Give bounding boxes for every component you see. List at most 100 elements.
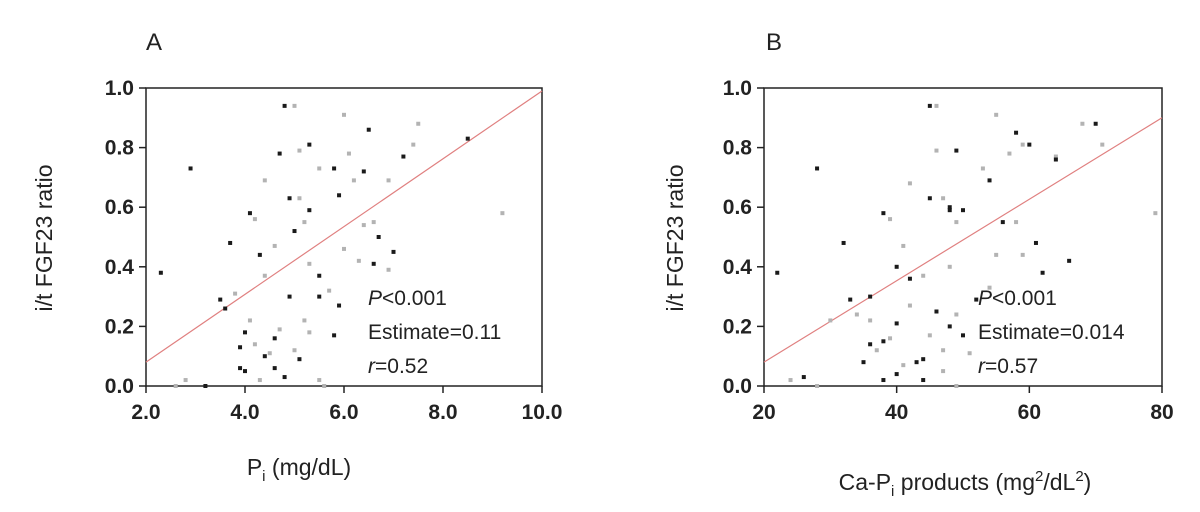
panel-a: A i/t FGF23 ratio Pi (mg/dL) P<0.001 Est… (31, 29, 562, 485)
y-tick-label: 0.4 (105, 256, 135, 279)
data-point (1020, 142, 1025, 147)
data-point (967, 351, 972, 356)
data-point (317, 166, 322, 171)
data-point (228, 240, 233, 245)
data-point (1100, 142, 1105, 147)
data-point (277, 327, 282, 332)
data-point (947, 205, 952, 210)
data-point (1020, 252, 1025, 257)
data-point (307, 330, 312, 335)
data-point (954, 312, 959, 317)
data-point (188, 166, 193, 171)
data-point (907, 181, 912, 186)
panel-a-ylabel: i/t FGF23 ratio (31, 165, 57, 312)
data-point (941, 196, 946, 201)
data-point (272, 366, 277, 371)
data-point (351, 178, 356, 183)
data-point (888, 217, 893, 222)
data-point (1027, 142, 1032, 147)
y-tick-label: 0.8 (723, 137, 753, 160)
data-point (1014, 220, 1019, 225)
data-point (302, 318, 307, 323)
data-point (297, 357, 302, 362)
data-point (371, 220, 376, 225)
data-point (881, 211, 886, 216)
data-point (881, 339, 886, 344)
data-point (243, 369, 247, 374)
data-point (1053, 157, 1058, 162)
data-point (947, 264, 952, 269)
data-point (247, 318, 252, 323)
data-point (775, 270, 780, 275)
data-point (894, 321, 899, 326)
data-point (868, 318, 873, 323)
data-point (361, 169, 366, 174)
data-point (322, 384, 327, 388)
data-point (346, 151, 351, 156)
data-point (262, 354, 267, 359)
data-point (921, 357, 926, 362)
panel-a-stats: P<0.001 Estimate=0.11 r=0.52 (368, 287, 501, 378)
data-point (292, 348, 297, 353)
data-point (238, 345, 243, 350)
data-point (371, 261, 376, 266)
data-point (465, 136, 470, 141)
data-point (247, 211, 252, 216)
plot-frame (763, 87, 1163, 387)
data-point (980, 166, 985, 171)
data-point (854, 312, 859, 317)
x-tick-label: 20 (752, 401, 775, 424)
data-point (921, 378, 926, 383)
data-point (881, 378, 886, 383)
data-point (257, 252, 262, 257)
y-tick-label: 0.0 (723, 375, 752, 398)
data-point (801, 375, 806, 380)
data-point (927, 196, 932, 201)
panel-b-r: r=0.57 (978, 355, 1038, 378)
data-point (401, 154, 406, 159)
data-point (994, 112, 999, 117)
data-point (1000, 220, 1005, 225)
data-point (874, 348, 879, 353)
panel-b-letter: B (766, 29, 782, 56)
data-point (828, 318, 833, 323)
y-tick-label: 0.8 (105, 137, 135, 160)
panel-b-stats: P<0.001 Estimate=0.014 r=0.57 (978, 287, 1125, 378)
data-point (934, 103, 939, 108)
panel-b-pvalue: P<0.001 (978, 287, 1057, 310)
data-point (848, 297, 853, 302)
y-tick-label: 0.2 (723, 315, 752, 338)
data-point (158, 270, 163, 275)
data-point (327, 288, 332, 293)
data-point (987, 178, 992, 183)
data-point (183, 378, 188, 383)
data-point (317, 273, 322, 278)
panel-a-xlabel: Pi (mg/dL) (247, 454, 351, 485)
data-point (203, 384, 208, 388)
data-point (987, 285, 992, 290)
y-tick-label: 0.6 (723, 196, 752, 219)
data-point (262, 178, 267, 183)
data-point (282, 103, 287, 108)
panel-a-r: r=0.52 (368, 355, 428, 378)
data-point (218, 297, 223, 302)
data-point (307, 208, 312, 213)
data-point (238, 366, 243, 371)
data-point (961, 208, 965, 213)
data-point (954, 384, 959, 388)
data-point (337, 303, 342, 308)
data-point (332, 166, 337, 171)
data-point (888, 336, 893, 341)
y-tick-label: 1.0 (105, 77, 134, 100)
data-point (317, 378, 322, 383)
data-point (287, 294, 292, 299)
panel-a-letter: A (146, 29, 162, 56)
data-point (272, 336, 277, 341)
data-point (361, 223, 366, 228)
data-point (356, 258, 361, 263)
data-point (252, 342, 257, 347)
data-point (287, 196, 292, 201)
data-point (841, 240, 846, 245)
